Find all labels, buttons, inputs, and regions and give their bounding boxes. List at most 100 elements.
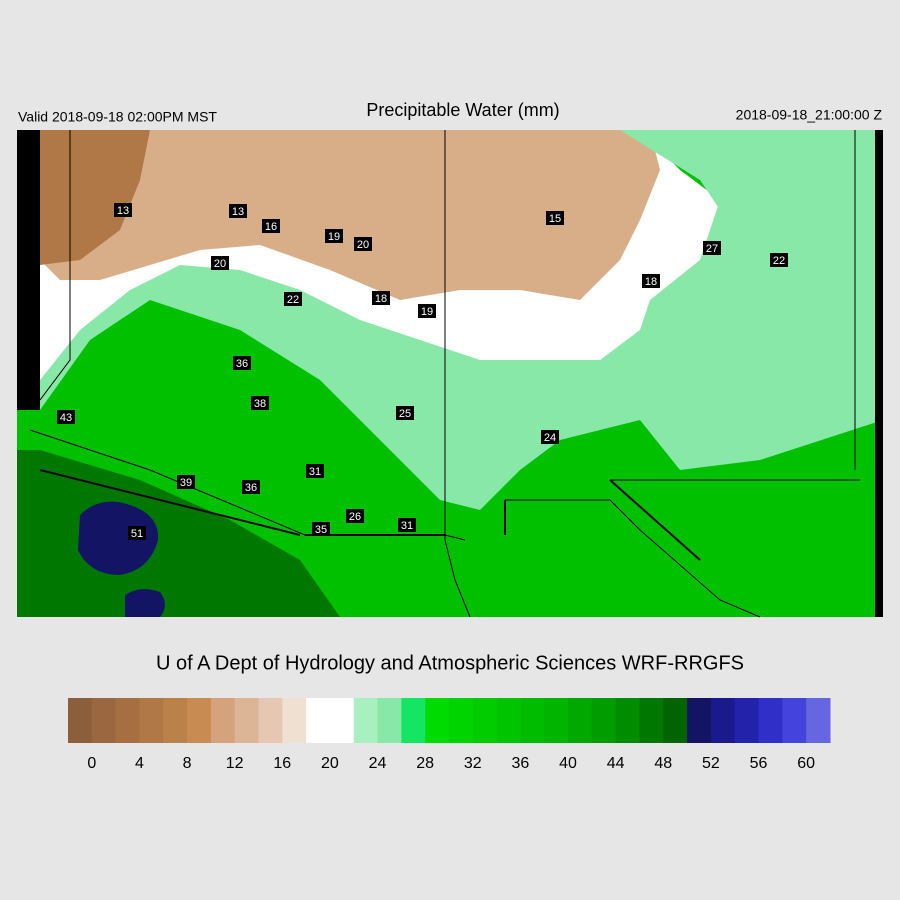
station-value: 20 [214,258,226,270]
color-box [687,698,712,743]
color-box [615,698,640,743]
title: Precipitable Water (mm) [366,100,559,120]
station-box [229,204,247,218]
color-box [401,698,426,743]
station-box [770,253,788,267]
tick-label: 60 [797,755,815,772]
station-value: 27 [706,243,718,255]
station-box [242,480,260,494]
station-value: 36 [236,358,248,370]
station-value: 43 [60,412,72,424]
timestamp: 2018-09-18_21:00:00 Z [736,107,883,123]
station-value: 51 [131,528,143,540]
station-value: 22 [773,255,785,267]
mint-northeast [620,130,860,230]
station-box [306,464,324,478]
color-box [425,698,450,743]
brown-region [40,130,150,265]
color-box [568,698,593,743]
footer: U of A Dept of Hydrology and Atmospheric… [156,652,744,674]
station-box [312,522,330,536]
station-box [177,475,195,489]
color-box [329,698,355,743]
color-box [496,698,521,743]
color-box [377,698,402,743]
station-value: 31 [309,466,321,478]
color-box [258,698,283,743]
tick-label: 52 [702,755,720,772]
color-box [210,698,236,743]
station-box [642,274,660,288]
high-moisture-blob [78,501,159,575]
dark-green-region [17,450,340,617]
no-data-edge [17,130,40,410]
tick-label: 12 [226,755,244,772]
station-box [128,526,146,540]
tick-label: 0 [87,755,96,772]
tick-label: 56 [750,755,768,772]
high-moisture-blob [125,589,165,617]
color-box [734,698,760,743]
station-value: 19 [328,231,340,243]
color-box [520,698,545,743]
station-value: 16 [265,221,277,233]
station-value: 38 [254,398,266,410]
station-labels: 13 13 16 19 20 20 22 18 19 15 27 22 18 36 38 25 24 43 39 36… [57,203,788,540]
tick-label: 24 [369,755,387,772]
tick-label: 8 [183,755,192,772]
color-box [282,698,307,743]
station-box [284,292,302,306]
color-box [68,698,93,743]
station-box [211,256,229,270]
tick-label: 40 [559,755,577,772]
color-box [353,698,379,743]
tick-label: 48 [654,755,672,772]
color-box [139,698,164,743]
valid-time: Valid 2018-09-18 02:00PM MST [18,109,217,125]
station-box [233,356,251,370]
station-box [398,518,416,532]
station-box [57,410,75,424]
color-box [472,698,498,743]
station-box [372,291,390,305]
station-box [546,211,564,225]
color-box [663,698,688,743]
station-box [251,396,269,410]
color-box [91,698,117,743]
station-value: 19 [421,306,433,318]
tick-label: 32 [464,755,482,772]
tick-label: 16 [273,755,291,772]
station-box [114,203,132,217]
color-box [544,698,569,743]
color-box [163,698,188,743]
station-value: 18 [645,276,657,288]
tick-label: 20 [321,755,339,772]
station-value: 31 [401,520,413,532]
station-value: 26 [349,511,361,523]
station-box [703,241,721,255]
station-value: 35 [315,524,327,536]
station-box [346,509,364,523]
station-box [541,430,559,444]
color-box [806,698,831,743]
color-box [306,698,331,743]
color-box [115,698,140,743]
station-value: 22 [287,294,299,306]
station-box [418,304,436,318]
tick-label: 4 [135,755,144,772]
color-box [449,698,474,743]
station-value: 15 [549,213,561,225]
tan-region [40,130,660,300]
color-box [758,698,783,743]
color-box [782,698,807,743]
color-box [234,698,259,743]
map [17,130,883,618]
color-box [710,698,736,743]
station-value: 24 [544,432,556,444]
border [39,469,301,536]
station-box [396,406,414,420]
station-value: 13 [232,206,244,218]
station-value: 13 [117,205,129,217]
tick-label: 28 [416,755,434,772]
